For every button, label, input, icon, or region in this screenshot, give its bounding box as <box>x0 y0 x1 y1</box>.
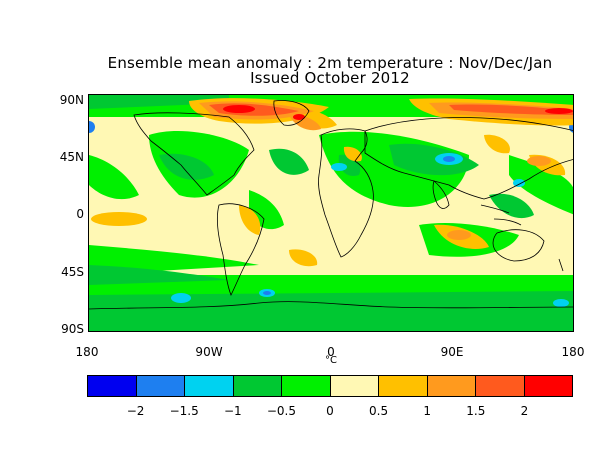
figure-title: Ensemble mean anomaly : 2m temperature :… <box>107 54 553 72</box>
lon-label-90w: 90W <box>195 345 223 359</box>
anomaly-gt2-regions <box>223 105 573 120</box>
colorbar-swatch <box>233 376 282 396</box>
unit-label: °C <box>325 355 337 366</box>
anomaly-neg1-neg05-regions <box>89 95 573 331</box>
colorbar-tick-label: −1 <box>223 404 242 418</box>
colorbar-tick-label: 1.5 <box>466 404 486 418</box>
colorbar-swatch <box>379 376 428 396</box>
anomaly-map <box>88 94 574 332</box>
lon-label-90e: 90E <box>440 345 464 359</box>
figure-subtitle: Issued October 2012 <box>250 69 410 87</box>
colorbar-tick-label: 0 <box>326 404 334 418</box>
colorbar-swatch <box>185 376 234 396</box>
colorbar-tick-label: −2 <box>126 404 145 418</box>
colorbar-swatch <box>88 376 137 396</box>
colorbar-tick-label: 1 <box>423 404 432 418</box>
colorbar-swatch <box>136 376 185 396</box>
coastlines <box>89 100 573 310</box>
colorbar-swatch <box>524 376 572 396</box>
colorbar-tick-label: 2 <box>520 404 529 418</box>
colorbar-tick-label: 0.5 <box>369 404 389 418</box>
colorbar-swatch <box>427 376 476 396</box>
anomaly-neg15-neg1-regions <box>171 153 569 307</box>
colorbar-swatch <box>330 376 379 396</box>
colorbar-swatch <box>476 376 525 396</box>
lon-label-180w: 180 <box>75 345 99 359</box>
colorbar-swatch <box>282 376 331 396</box>
lat-label-90s: 90S <box>61 322 84 336</box>
lon-label-180e: 180 <box>561 345 585 359</box>
colorbar <box>87 375 573 397</box>
colorbar-tick-label: −1.5 <box>169 404 199 418</box>
lat-label-45n: 45N <box>59 150 84 164</box>
lat-label-equator: 0 <box>76 207 84 221</box>
lat-label-45s: 45S <box>61 265 84 279</box>
anomaly-map-shapes <box>89 95 573 331</box>
lat-label-90n: 90N <box>59 93 84 107</box>
lon-label-0: 0 <box>327 345 335 359</box>
colorbar-tick-label: −0.5 <box>266 404 296 418</box>
